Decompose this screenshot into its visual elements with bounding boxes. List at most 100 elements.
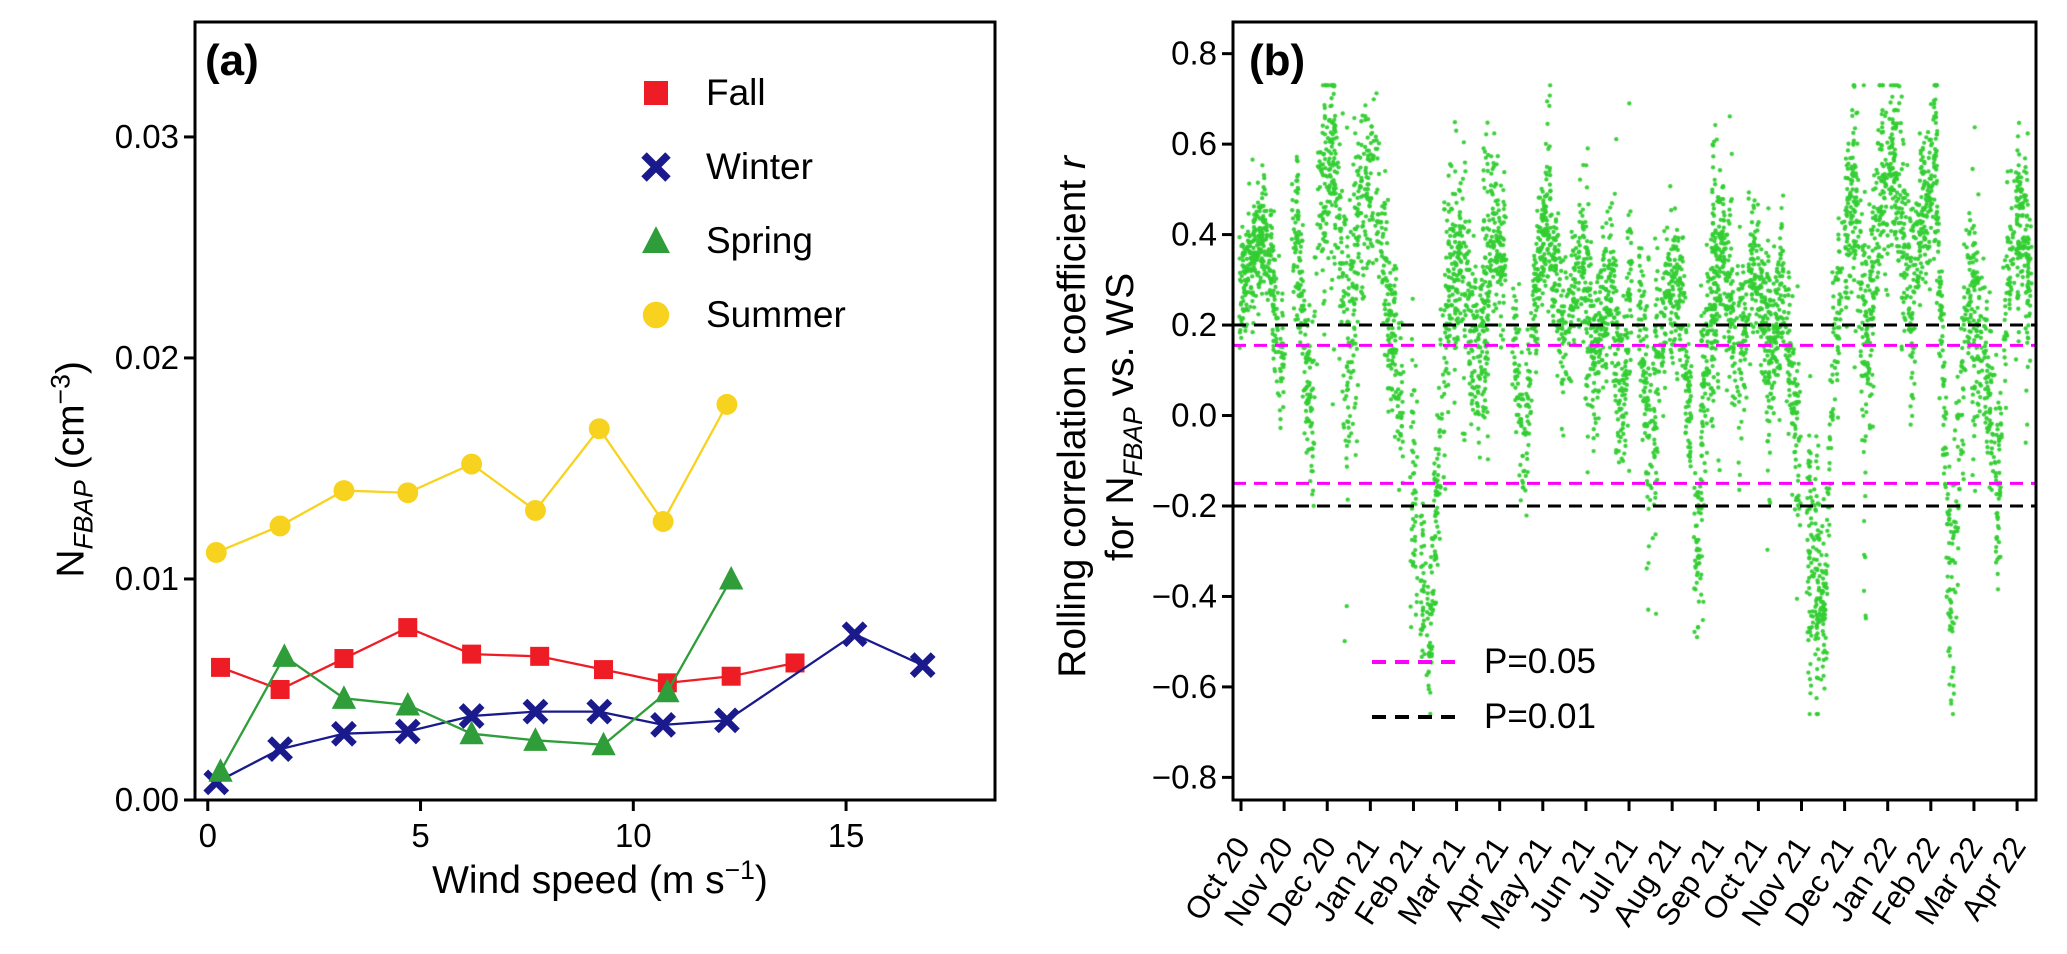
label-fragment: FBAP: [68, 480, 99, 550]
legend-label-spring: Spring: [706, 220, 813, 261]
legend-item-spring: Spring: [632, 204, 846, 278]
marker-x: [586, 698, 613, 725]
panel-b-ylabel: Rolling correlation coefficient r for NF…: [1049, 27, 1157, 807]
legend-label-fall: Fall: [706, 72, 766, 113]
panel-a-axes-box: [193, 20, 997, 802]
marker-x: [458, 703, 485, 729]
label-fragment: Wind speed (m s: [432, 859, 725, 902]
panel-b-legend: P=0.05 P=0.01: [1372, 634, 1596, 744]
marker-x: [394, 718, 421, 745]
marker-circle: [205, 542, 227, 563]
label-fragment: −1: [724, 855, 755, 885]
marker-triangle: [591, 731, 616, 756]
panel-b-ytick-label: −0.6: [1152, 668, 1217, 705]
marker-triangle: [459, 720, 484, 745]
marker-circle: [652, 511, 674, 532]
panel-a-ytick-label: 0.00: [115, 781, 179, 818]
label-fragment: ): [754, 859, 768, 902]
panel-b-axes-box: [1231, 20, 2038, 802]
square-marker-icon: [644, 81, 668, 105]
label-fragment: FBAP: [1117, 407, 1148, 477]
panel-a-series: [203, 393, 936, 796]
panel-a-ytick-label: 0.01: [115, 560, 179, 597]
legend-label-p-0-05: P=0.05: [1484, 641, 1596, 681]
marker-triangle: [272, 643, 297, 667]
marker-circle: [333, 480, 355, 502]
panel-b-ytick-label: 0.8: [1171, 35, 1217, 72]
legend-label-summer: Summer: [706, 294, 846, 335]
marker-x: [650, 711, 676, 738]
marker-square: [462, 644, 482, 664]
summer-series-line: [215, 403, 728, 554]
panel-b-ytick-label: 0.4: [1171, 216, 1217, 253]
panel-b-ytick-label: 0.2: [1171, 306, 1217, 343]
panel-b-letter: (b): [1249, 36, 1306, 85]
x-marker-icon: [641, 152, 671, 182]
dashed-line-icon: [1372, 659, 1460, 664]
label-fragment: vs. WS: [1099, 272, 1143, 408]
panel-a-ytick-label: 0.03: [115, 118, 179, 155]
label-fragment: −3: [45, 374, 76, 405]
panel-a-letter: (a): [205, 36, 259, 85]
marker-circle: [269, 515, 291, 537]
panel-a-legend: Fall Winter Spring Summer: [632, 56, 846, 352]
label-fragment: ): [49, 361, 93, 375]
legend-item-winter: Winter: [632, 130, 846, 204]
marker-square: [721, 666, 741, 686]
marker-x: [909, 652, 936, 679]
panel-a-xtick-label: 5: [411, 817, 429, 854]
marker-square: [398, 618, 418, 638]
marker-triangle: [642, 226, 670, 253]
triangle-marker-icon: [642, 226, 670, 253]
marker-x: [267, 736, 293, 763]
dashed-line-icon: [1372, 714, 1460, 719]
marker-circle: [588, 418, 610, 440]
marker-triangle: [395, 691, 420, 716]
label-fragment: r: [1051, 156, 1095, 170]
marker-x: [714, 707, 740, 734]
panel-b-ylabel-line1: Rolling correlation coefficient r: [1049, 27, 1097, 807]
panel-b-ytick-label: −0.8: [1152, 758, 1217, 795]
panel-a-xtick-label: 10: [615, 817, 652, 854]
marker-triangle: [718, 565, 744, 590]
marker-x: [522, 698, 549, 725]
marker-square: [270, 679, 290, 699]
marker-triangle: [331, 685, 357, 709]
marker-circle: [716, 393, 738, 415]
marker-x: [841, 621, 868, 648]
panel-b-ylabel-line2: for NFBAP vs. WS: [1097, 27, 1157, 807]
label-fragment: Rolling correlation coefficient: [1051, 169, 1095, 678]
marker-square: [530, 646, 550, 666]
panel-a-ytick-label: 0.02: [115, 339, 179, 376]
marker-triangle: [655, 678, 680, 703]
winter-series-line: [215, 632, 924, 784]
legend-item-summer: Summer: [632, 278, 846, 352]
legend-item-fall: Fall: [632, 56, 846, 130]
circle-marker-icon: [642, 301, 670, 329]
marker-circle: [397, 482, 419, 504]
marker-square: [594, 660, 614, 680]
panel-a-ylabel: NFBAP (cm−3): [37, 169, 108, 769]
legend-label-winter: Winter: [706, 146, 813, 187]
marker-square: [211, 657, 231, 677]
marker-triangle: [523, 727, 548, 751]
panel-b-ytick-label: 0.6: [1171, 125, 1217, 162]
label-fragment: for: [1099, 504, 1143, 561]
marker-square: [334, 649, 354, 669]
panel-b-ytick-label: −0.2: [1152, 487, 1217, 524]
label-fragment: N: [1099, 476, 1143, 505]
fall-series-line: [220, 626, 796, 691]
panel-a-xlabel: Wind speed (m s−1): [300, 846, 900, 905]
marker-square: [644, 81, 668, 105]
legend-label-p-0-01: P=0.01: [1484, 696, 1596, 736]
marker-square: [785, 653, 805, 673]
marker-circle: [524, 500, 546, 521]
legend-item-p-0-01: P=0.01: [1372, 689, 1596, 744]
panel-b-ytick-label: −0.4: [1152, 577, 1217, 614]
legend-item-p-0-05: P=0.05: [1372, 634, 1596, 689]
panel-a-xtick-label: 15: [828, 817, 865, 854]
label-fragment: N: [49, 549, 93, 578]
